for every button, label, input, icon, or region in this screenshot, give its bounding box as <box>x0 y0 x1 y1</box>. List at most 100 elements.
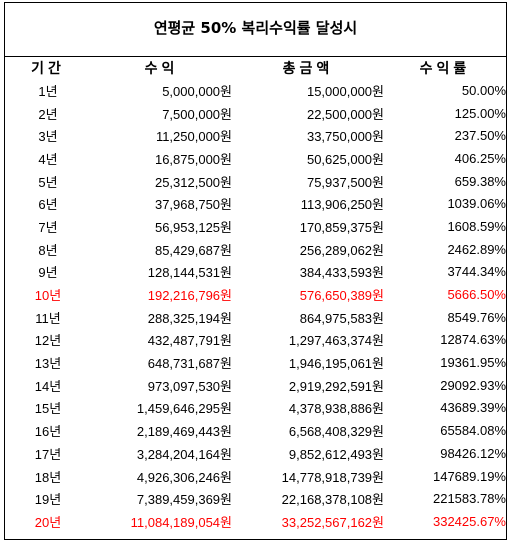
cell-period: 17년 <box>34 446 62 462</box>
cell-profit: 11,250,000원 <box>155 129 232 145</box>
column-header-period: 기간 <box>31 61 65 77</box>
table-row: 19년 7,389,459,369원 22,168,378,108원 221583.7… <box>5 487 506 510</box>
table-body: 1년 5,000,000원 15,000,000원 50.00% 2년 7,500,000… <box>5 79 506 533</box>
table-title: 연평균 50% 복리수익률 달성시 <box>5 3 506 57</box>
table-row: 15년 1,459,646,295원 4,378,938,886원 43689.39% <box>5 397 506 420</box>
cell-period: 16년 <box>34 424 62 440</box>
cell-total: 4,378,938,886원 <box>288 401 384 417</box>
cell-period: 3년 <box>38 129 58 145</box>
cell-profit: 56,953,125원 <box>154 219 232 235</box>
cell-rate: 659.38% <box>454 173 506 189</box>
cell-total: 14,778,918,739원 <box>281 469 384 485</box>
cell-total: 1,297,463,374원 <box>288 333 384 349</box>
cell-period: 2년 <box>38 106 58 122</box>
cell-period: 14년 <box>34 378 62 394</box>
cell-profit: 2,189,469,443원 <box>136 424 232 440</box>
cell-total: 33,750,000원 <box>306 129 384 145</box>
cell-rate: 1608.59% <box>447 218 506 234</box>
cell-total: 2,919,292,591원 <box>288 378 384 394</box>
table-row: 11년 288,325,194원 864,975,583원 8549.76% <box>5 306 506 329</box>
cell-total: 22,500,000원 <box>306 106 384 122</box>
cell-profit: 128,144,531원 <box>147 265 232 281</box>
cell-total: 113,906,250원 <box>300 197 384 213</box>
cell-rate: 221583.78% <box>432 491 506 507</box>
cell-profit: 5,000,000원 <box>162 83 232 99</box>
table-row: 6년 37,968,750원 113,906,250원 1039.06% <box>5 192 506 215</box>
cell-profit: 7,389,459,369원 <box>136 492 232 508</box>
cell-period: 1년 <box>38 83 58 99</box>
cell-rate: 332425.67% <box>432 513 506 529</box>
cell-rate: 5666.50% <box>447 287 506 303</box>
cell-period: 9년 <box>38 265 58 281</box>
cell-total: 576,650,389원 <box>299 288 384 304</box>
table-row: 20년 11,084,189,054원 33,252,567,162원 332425.… <box>5 510 506 533</box>
cell-profit: 973,097,530원 <box>147 378 232 394</box>
table-row: 1년 5,000,000원 15,000,000원 50.00% <box>5 79 506 102</box>
cell-total: 75,937,500원 <box>306 174 384 190</box>
table-row: 13년 648,731,687원 1,946,195,061원 19361.95% <box>5 351 506 374</box>
cell-rate: 65584.08% <box>440 423 506 439</box>
cell-total: 384,433,593원 <box>299 265 384 281</box>
cell-total: 15,000,000원 <box>306 83 384 99</box>
cell-period: 13년 <box>34 356 62 372</box>
cell-total: 33,252,567,162원 <box>281 514 384 530</box>
cell-period: 4년 <box>38 151 58 167</box>
table-row: 5년 25,312,500원 75,937,500원 659.38% <box>5 170 506 193</box>
cell-total: 170,859,375원 <box>299 219 384 235</box>
cell-rate: 406.25% <box>454 150 506 166</box>
table-row: 2년 7,500,000원 22,500,000원 125.00% <box>5 102 506 125</box>
cell-period: 18년 <box>34 469 62 485</box>
cell-period: 5년 <box>38 174 58 190</box>
cell-period: 12년 <box>34 333 62 349</box>
column-header-rate: 수익률 <box>419 61 471 77</box>
cell-profit: 4,926,306,246원 <box>136 469 232 485</box>
cell-period: 10년 <box>34 288 62 304</box>
cell-profit: 11,084,189,054원 <box>130 514 232 530</box>
cell-period: 15년 <box>34 401 62 417</box>
table-row: 3년 11,250,000원 33,750,000원 237.50% <box>5 124 506 147</box>
cell-total: 864,975,583원 <box>299 310 384 326</box>
cell-total: 1,946,195,061원 <box>288 356 384 372</box>
cell-total: 9,852,612,493원 <box>288 446 384 462</box>
cell-rate: 3744.34% <box>447 264 506 280</box>
table-row: 12년 432,487,791원 1,297,463,374원 12874.63% <box>5 329 506 352</box>
cell-rate: 237.50% <box>454 128 506 144</box>
cell-period: 19년 <box>34 492 62 508</box>
cell-rate: 19361.95% <box>440 355 506 371</box>
table-row: 18년 4,926,306,246원 14,778,918,739원 147689.1… <box>5 465 506 488</box>
cell-period: 6년 <box>38 197 58 213</box>
table-row: 14년 973,097,530원 2,919,292,591원 29092.93% <box>5 374 506 397</box>
table-row: 17년 3,284,204,164원 9,852,612,493원 98426.12% <box>5 442 506 465</box>
cell-rate: 125.00% <box>454 105 506 121</box>
cell-rate: 29092.93% <box>440 377 506 393</box>
header-row: 기간 수익 총금액 수익률 <box>5 57 506 79</box>
cell-period: 20년 <box>34 514 62 530</box>
cell-rate: 2462.89% <box>447 241 506 257</box>
cell-total: 6,568,408,329원 <box>288 424 384 440</box>
cell-rate: 147689.19% <box>432 468 506 484</box>
table-row: 9년 128,144,531원 384,433,593원 3744.34% <box>5 261 506 284</box>
cell-rate: 12874.63% <box>440 332 506 348</box>
cell-total: 256,289,062원 <box>299 242 384 258</box>
cell-profit: 37,968,750원 <box>154 197 232 213</box>
cell-period: 7년 <box>38 219 58 235</box>
table-row: 16년 2,189,469,443원 6,568,408,329원 65584.08% <box>5 419 506 442</box>
cell-profit: 7,500,000원 <box>162 106 232 122</box>
cell-rate: 8549.76% <box>447 309 506 325</box>
table-row: 10년 192,216,796원 576,650,389원 5666.50% <box>5 283 506 306</box>
cell-profit: 648,731,687원 <box>147 356 232 372</box>
cell-period: 8년 <box>38 242 58 258</box>
cell-period: 11년 <box>35 310 61 326</box>
cell-rate: 50.00% <box>461 82 506 98</box>
document-frame: 연평균 50% 복리수익률 달성시 기간 수익 총금액 수익률 1년 5,000,… <box>4 2 507 540</box>
table-row: 7년 56,953,125원 170,859,375원 1608.59% <box>5 215 506 238</box>
cell-profit: 288,325,194원 <box>147 310 232 326</box>
cell-profit: 25,312,500원 <box>154 174 232 190</box>
cell-rate: 43689.39% <box>440 400 506 416</box>
cell-profit: 3,284,204,164원 <box>136 446 232 462</box>
cell-profit: 16,875,000원 <box>154 151 232 167</box>
column-header-total: 총금액 <box>282 61 334 77</box>
cell-total: 22,168,378,108원 <box>281 492 384 508</box>
table-row: 4년 16,875,000원 50,625,000원 406.25% <box>5 147 506 170</box>
cell-profit: 1,459,646,295원 <box>136 401 232 417</box>
